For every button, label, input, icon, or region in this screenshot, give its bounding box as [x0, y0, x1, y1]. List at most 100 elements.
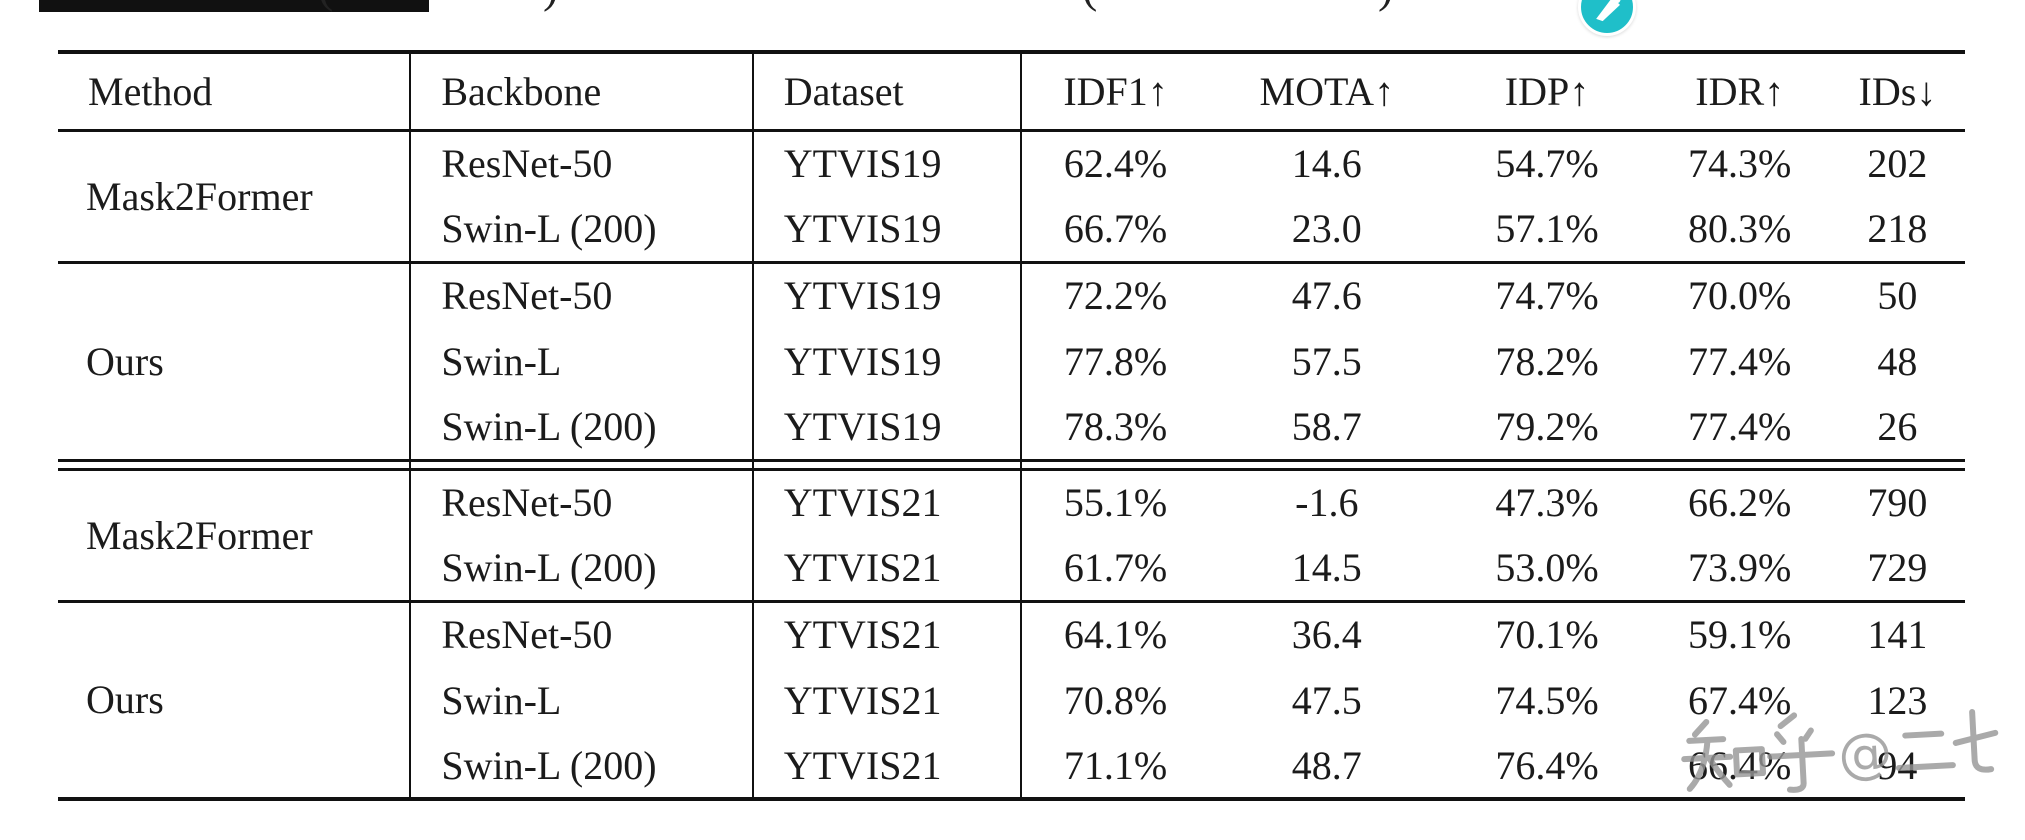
cell-idr: 73.9%	[1688, 544, 1792, 590]
cell-idf1: 77.8%	[1063, 338, 1168, 384]
cell-backbone: ResNet-50	[410, 262, 754, 328]
cell-idf1: 66.7%	[1063, 205, 1168, 251]
separator-cell	[410, 460, 754, 469]
cell-mota: 23.0	[1291, 205, 1362, 251]
cell-dataset: YTVIS21	[752, 601, 1022, 667]
cell-idp: 78.2%	[1495, 338, 1599, 384]
cell-dataset: YTVIS19	[752, 328, 1022, 394]
zhihu-sticker-icon	[1578, 0, 1636, 36]
cell-mota: 14.5	[1291, 544, 1362, 590]
column-header-mota: MOTA↑	[1259, 68, 1395, 114]
cell-idp: 47.3%	[1495, 480, 1599, 526]
cell-idf1: 78.3%	[1063, 403, 1168, 449]
cell-backbone: ResNet-50	[410, 130, 754, 196]
cell-backbone: ResNet-50	[410, 469, 754, 535]
cell-idf1: 62.4%	[1063, 141, 1168, 187]
cell-idp: 74.5%	[1495, 677, 1599, 723]
cell-ids: 94	[1877, 742, 1918, 788]
results-table: Method Backbone Dataset IDF1↑ MOTA↑ IDP↑ IDR↑ I…	[58, 50, 1965, 801]
table-row: Swin-L (200) YTVIS21 61.7% 14.5 53.0% 73.9% 72…	[58, 535, 1965, 601]
cell-backbone: Swin-L (200)	[410, 535, 754, 601]
section-separator	[58, 460, 1965, 469]
column-header-dataset: Dataset	[752, 52, 1022, 130]
caption-fragment: )	[1378, 0, 1393, 13]
table-row: Mask2Former ResNet-50 YTVIS21 55.1% -1.6 47.3…	[58, 469, 1965, 601]
cell-dataset: YTVIS19	[752, 196, 1022, 262]
caption-fragment: )	[543, 0, 558, 13]
cell-idf1: 61.7%	[1063, 544, 1168, 590]
cell-dataset: YTVIS21	[752, 535, 1022, 601]
cell-ids: 50	[1877, 273, 1918, 319]
cell-idr: 67.4%	[1688, 677, 1792, 723]
cell-mota: 47.5	[1291, 677, 1362, 723]
column-header-backbone: Backbone	[410, 52, 754, 130]
cell-idf1: 70.8%	[1063, 677, 1168, 723]
cell-idp: 74.7%	[1495, 273, 1599, 319]
cell-mota: 57.5	[1291, 338, 1362, 384]
cell-mota: 58.7	[1291, 403, 1362, 449]
cell-idf1: 64.1%	[1063, 612, 1168, 658]
cell-idr: 77.4%	[1688, 403, 1792, 449]
cell-idf1: 72.2%	[1063, 273, 1168, 319]
cell-ids: 790	[1867, 480, 1928, 526]
caption-fragment: (	[318, 0, 333, 13]
cell-ids: 123	[1867, 677, 1928, 723]
cell-idr: 66.4%	[1688, 742, 1792, 788]
cell-idr: 66.2%	[1688, 480, 1792, 526]
cell-method: Ours	[58, 262, 412, 460]
cell-mota: 48.7	[1291, 742, 1362, 788]
table-row: Mask2Former ResNet-50 YTVIS19 62.4% 14.6 54.7…	[58, 130, 1965, 262]
separator-cell	[752, 460, 1022, 469]
table-row: Ours ResNet-50 YTVIS21 64.1% 36.4 70.1% 59.1% 1…	[58, 601, 1965, 799]
cropped-text-bar	[39, 0, 429, 12]
cell-backbone: Swin-L (200)	[410, 733, 754, 799]
table-header-row: Method Backbone Dataset IDF1↑ MOTA↑ IDP↑ IDR↑ I…	[58, 52, 1965, 130]
cell-ids: 218	[1867, 205, 1928, 251]
cell-ids: 729	[1867, 544, 1928, 590]
cell-dataset: YTVIS21	[752, 469, 1022, 535]
cell-backbone: Swin-L (200)	[410, 394, 754, 460]
cell-idp: 70.1%	[1495, 612, 1599, 658]
cell-dataset: YTVIS19	[752, 130, 1022, 196]
separator-cell	[1650, 460, 1830, 469]
column-header-method: Method	[58, 52, 412, 130]
table-row: Swin-L YTVIS19 77.8% 57.5 78.2% 77.4% 48	[58, 328, 1965, 394]
cell-idr: 74.3%	[1688, 141, 1792, 187]
cell-ids: 48	[1877, 338, 1918, 384]
cell-ids: 202	[1867, 141, 1928, 187]
cell-idf1: 55.1%	[1063, 480, 1168, 526]
cell-mota: 14.6	[1291, 141, 1362, 187]
table-row: Ours ResNet-50 YTVIS19 72.2% 47.6 74.7% 70.0% 5…	[58, 262, 1965, 460]
cell-idr: 70.0%	[1688, 273, 1792, 319]
cell-ids: 26	[1877, 403, 1918, 449]
column-header-ids: IDs↓	[1858, 68, 1937, 114]
cell-idp: 54.7%	[1495, 141, 1599, 187]
separator-cell	[58, 460, 412, 469]
separator-cell	[1830, 460, 1965, 469]
cell-idp: 57.1%	[1495, 205, 1599, 251]
cell-backbone: Swin-L (200)	[410, 196, 754, 262]
column-header-idp: IDP↑	[1504, 68, 1590, 114]
column-header-idr: IDR↑	[1695, 68, 1785, 114]
cell-idp: 79.2%	[1495, 403, 1599, 449]
cell-dataset: YTVIS19	[752, 262, 1022, 328]
cell-dataset: YTVIS21	[752, 733, 1022, 799]
cell-backbone: ResNet-50	[410, 601, 754, 667]
cell-ids: 141	[1867, 612, 1928, 658]
column-header-idf1: IDF1↑	[1063, 68, 1168, 114]
cell-idp: 76.4%	[1495, 742, 1599, 788]
separator-cell	[1021, 460, 1209, 469]
cell-mota: -1.6	[1295, 480, 1359, 526]
cell-idr: 80.3%	[1688, 205, 1792, 251]
cell-method: Mask2Former	[58, 130, 412, 262]
cell-method: Ours	[58, 601, 412, 799]
cell-backbone: Swin-L	[410, 328, 754, 394]
separator-cell	[1209, 460, 1444, 469]
cell-mota: 36.4	[1291, 612, 1362, 658]
cell-idr: 77.4%	[1688, 338, 1792, 384]
separator-cell	[1444, 460, 1649, 469]
caption-fragment: (	[1082, 0, 1097, 13]
cell-mota: 47.6	[1291, 273, 1362, 319]
table-row: Swin-L (200) YTVIS19 78.3% 58.7 79.2% 77.4% 26	[58, 394, 1965, 460]
